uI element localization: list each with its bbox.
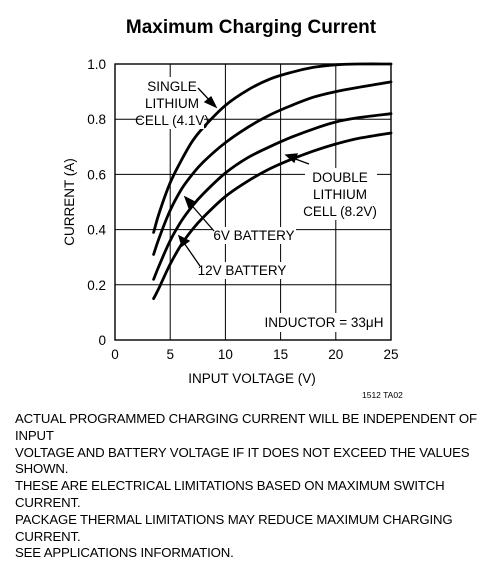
x-tick-label: 15 bbox=[273, 347, 288, 362]
y-tick-label: 0.2 bbox=[87, 278, 106, 293]
annotation-background bbox=[266, 313, 384, 332]
x-tick-label: 20 bbox=[328, 347, 343, 362]
series-line bbox=[152, 131, 393, 300]
annotation-background bbox=[142, 77, 204, 129]
series-line bbox=[152, 80, 393, 256]
series-line bbox=[152, 62, 393, 234]
single-cell-arrowhead bbox=[203, 95, 218, 109]
y-tick-label: 0.6 bbox=[87, 167, 106, 182]
annotation-backgrounds bbox=[142, 77, 384, 332]
double-cell-label-line3: CELL (8.2V) bbox=[303, 204, 377, 219]
annotation-background bbox=[212, 227, 296, 244]
single-cell-label-line2: LITHIUM bbox=[145, 96, 199, 111]
annotation-background bbox=[197, 262, 289, 279]
y-tick-label: 1.0 bbox=[87, 57, 106, 72]
series-line bbox=[152, 112, 393, 281]
x-tick-label: 10 bbox=[218, 347, 233, 362]
y-tick-label: 0.8 bbox=[87, 112, 106, 127]
single-cell-label-line1: SINGLE bbox=[147, 79, 197, 94]
inductor-label: INDUCTOR = 33μH bbox=[265, 315, 384, 330]
charging-current-chart: Maximum Charging Current 0 5 10 15 20 25 0 0.2… bbox=[62, 17, 403, 400]
double-cell-arrowhead bbox=[284, 153, 298, 164]
chart-title: Maximum Charging Current bbox=[126, 17, 377, 38]
x-tick-label: 25 bbox=[383, 347, 398, 362]
plot-frame bbox=[114, 63, 392, 341]
six-volt-arrow bbox=[187, 200, 215, 232]
y-tick-labels: 0 0.2 0.4 0.6 0.8 1.0 bbox=[87, 57, 106, 348]
data-series bbox=[152, 62, 393, 300]
x-tick-labels: 0 5 10 15 20 25 bbox=[111, 347, 398, 362]
y-tick-label: 0.4 bbox=[87, 223, 106, 238]
double-cell-label-line1: DOUBLE bbox=[312, 170, 368, 185]
footnote-text: ACTUAL PROGRAMMED CHARGING CURRENT WILL … bbox=[15, 411, 477, 561]
six-volt-label: 6V BATTERY bbox=[213, 228, 294, 243]
y-tick-label: 0 bbox=[98, 333, 106, 348]
x-axis-label: INPUT VOLTAGE (V) bbox=[188, 371, 316, 386]
x-tick-label: 5 bbox=[166, 347, 174, 362]
annotation-arrows bbox=[177, 87, 310, 267]
x-tick-label: 0 bbox=[111, 347, 119, 362]
single-cell-label-line3: CELL (4.1V) bbox=[135, 113, 209, 128]
y-axis-label: CURRENT (A) bbox=[62, 158, 77, 246]
double-cell-label-line2: LITHIUM bbox=[313, 187, 367, 202]
figure-code-label: 1512 TA02 bbox=[362, 390, 403, 400]
six-volt-arrowhead bbox=[183, 195, 197, 210]
annotation-background bbox=[305, 168, 377, 220]
twelve-volt-arrowhead bbox=[177, 234, 191, 248]
twelve-volt-label: 12V BATTERY bbox=[198, 263, 287, 278]
